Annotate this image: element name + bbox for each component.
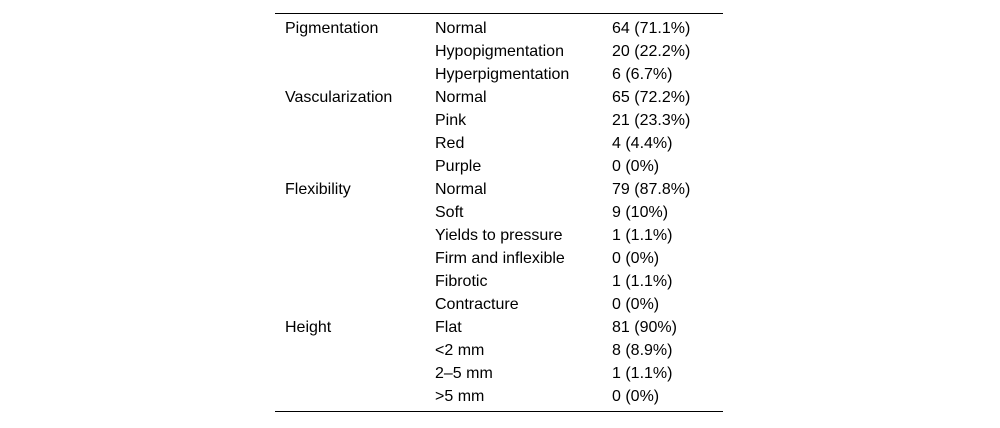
category-cell (275, 362, 435, 385)
data-table: Pigmentation Normal 64 (71.1%) Hypopigmenta… (275, 17, 723, 408)
label-cell: Soft (435, 204, 464, 221)
category-cell: Flexibility (285, 181, 351, 198)
label-cell: Normal (435, 181, 487, 198)
value-cell: 9 (10%) (612, 204, 669, 221)
category-cell (275, 270, 435, 293)
table-row: Height Flat 81 (90%) (275, 316, 723, 339)
table-row: Fibrotic 1 (1.1%) (275, 270, 723, 293)
table-row: Vascularization Normal 65 (72.2%) (275, 86, 723, 109)
value-cell: 0 (0%) (612, 158, 660, 175)
label-cell: 2–5 mm (435, 365, 493, 382)
category-cell (275, 40, 435, 63)
category-cell: Vascularization (285, 89, 393, 106)
label-cell: Purple (435, 158, 482, 175)
category-cell: Pigmentation (285, 20, 379, 37)
table-row: Hyperpigmentation 6 (6.7%) (275, 63, 723, 86)
label-cell: Normal (435, 89, 487, 106)
value-cell: 65 (72.2%) (612, 89, 691, 106)
value-cell: 20 (22.2%) (612, 43, 691, 60)
label-cell: Flat (435, 319, 462, 336)
category-cell (275, 132, 435, 155)
scar-characteristics-table: Pigmentation Normal 64 (71.1%) Hypopigmenta… (275, 13, 723, 412)
value-cell: 21 (23.3%) (612, 112, 691, 129)
category-cell (275, 385, 435, 408)
table-row: Firm and inflexible 0 (0%) (275, 247, 723, 270)
value-cell: 1 (1.1%) (612, 365, 673, 382)
category-cell (275, 201, 435, 224)
value-cell: 64 (71.1%) (612, 20, 691, 37)
category-cell: Height (285, 319, 332, 336)
category-cell (275, 247, 435, 270)
value-cell: 4 (4.4%) (612, 135, 673, 152)
table-body: Pigmentation Normal 64 (71.1%) Hypopigmenta… (275, 17, 723, 408)
label-cell: Firm and inflexible (435, 250, 565, 267)
value-cell: 79 (87.8%) (612, 181, 691, 198)
category-cell (275, 224, 435, 247)
category-cell (275, 109, 435, 132)
value-cell: 0 (0%) (612, 388, 660, 405)
value-cell: 0 (0%) (612, 250, 660, 267)
table-row: <2 mm 8 (8.9%) (275, 339, 723, 362)
table-row: Purple 0 (0%) (275, 155, 723, 178)
label-cell: Red (435, 135, 465, 152)
table-row: >5 mm 0 (0%) (275, 385, 723, 408)
table-row: Pigmentation Normal 64 (71.1%) (275, 17, 723, 40)
category-cell (275, 63, 435, 86)
value-cell: 6 (6.7%) (612, 66, 673, 83)
label-cell: >5 mm (435, 388, 485, 405)
table-row: Hypopigmentation 20 (22.2%) (275, 40, 723, 63)
category-cell (275, 293, 435, 316)
label-cell: <2 mm (435, 342, 485, 359)
table-row: 2–5 mm 1 (1.1%) (275, 362, 723, 385)
label-cell: Fibrotic (435, 273, 488, 290)
value-cell: 0 (0%) (612, 296, 660, 313)
table-row: Yields to pressure 1 (1.1%) (275, 224, 723, 247)
table-row: Flexibility Normal 79 (87.8%) (275, 178, 723, 201)
value-cell: 81 (90%) (612, 319, 677, 336)
table-row: Contracture 0 (0%) (275, 293, 723, 316)
value-cell: 8 (8.9%) (612, 342, 673, 359)
label-cell: Pink (435, 112, 467, 129)
label-cell: Hypopigmentation (435, 43, 564, 60)
value-cell: 1 (1.1%) (612, 273, 673, 290)
category-cell (275, 155, 435, 178)
table-row: Red 4 (4.4%) (275, 132, 723, 155)
table-row: Pink 21 (23.3%) (275, 109, 723, 132)
table-row: Soft 9 (10%) (275, 201, 723, 224)
category-cell (275, 339, 435, 362)
label-cell: Hyperpigmentation (435, 66, 570, 83)
label-cell: Normal (435, 20, 487, 37)
label-cell: Yields to pressure (435, 227, 563, 244)
label-cell: Contracture (435, 296, 519, 313)
value-cell: 1 (1.1%) (612, 227, 673, 244)
